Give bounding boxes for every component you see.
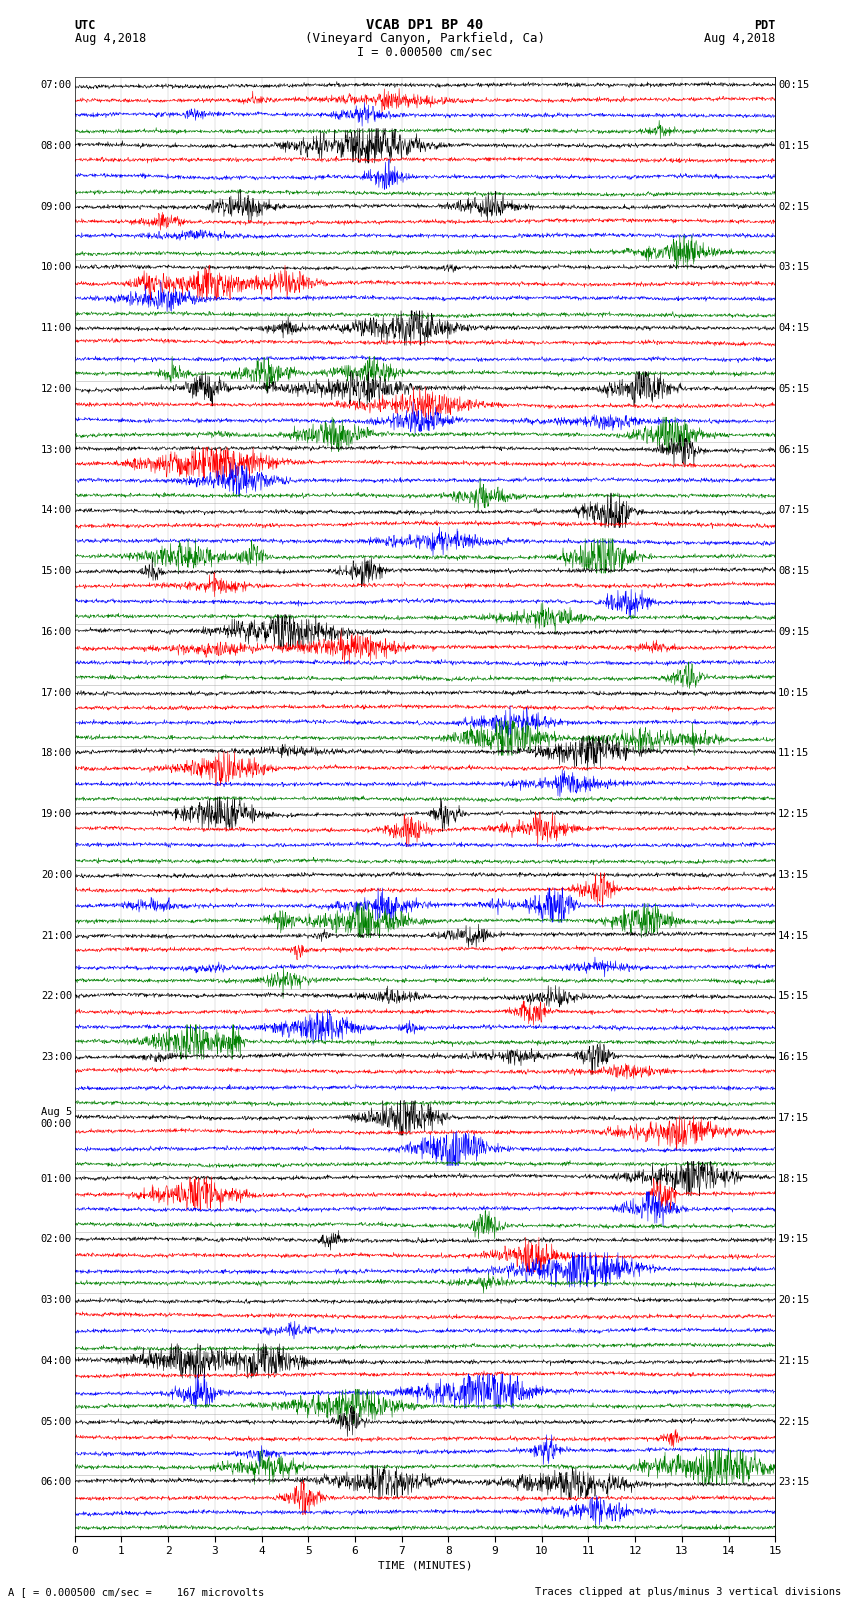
Text: Traces clipped at plus/minus 3 vertical divisions: Traces clipped at plus/minus 3 vertical … bbox=[536, 1587, 842, 1597]
Text: Aug 4,2018: Aug 4,2018 bbox=[75, 32, 146, 45]
Text: I = 0.000500 cm/sec: I = 0.000500 cm/sec bbox=[357, 45, 493, 58]
Text: UTC: UTC bbox=[75, 19, 96, 32]
Text: VCAB DP1 BP 40: VCAB DP1 BP 40 bbox=[366, 18, 484, 32]
Text: Aug 4,2018: Aug 4,2018 bbox=[704, 32, 775, 45]
Text: PDT: PDT bbox=[754, 19, 775, 32]
Text: A [ = 0.000500 cm/sec =    167 microvolts: A [ = 0.000500 cm/sec = 167 microvolts bbox=[8, 1587, 264, 1597]
Text: (Vineyard Canyon, Parkfield, Ca): (Vineyard Canyon, Parkfield, Ca) bbox=[305, 32, 545, 45]
X-axis label: TIME (MINUTES): TIME (MINUTES) bbox=[377, 1560, 473, 1569]
